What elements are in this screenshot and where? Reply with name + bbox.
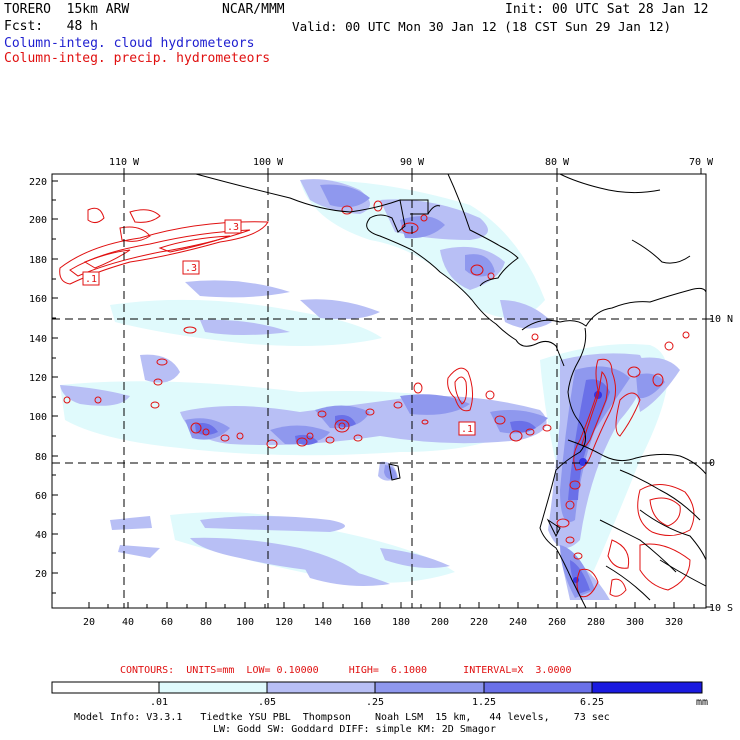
model-info-line2: LW: Godd SW: Goddard DIFF: simple KM: 2D… xyxy=(213,724,496,735)
x-tick: 80 xyxy=(200,617,212,628)
organization: NCAR/MMM xyxy=(222,2,285,17)
x-tick: 160 xyxy=(353,617,371,628)
map-frame xyxy=(51,173,707,609)
lat-label: 0 xyxy=(709,458,715,469)
x-tick: 260 xyxy=(548,617,566,628)
y-tick: 40 xyxy=(35,530,47,541)
lon-label: 80 W xyxy=(545,157,570,168)
x-tick-labels: 20 40 60 80 100 120 140 160 180 200 220 … xyxy=(83,617,683,628)
x-tick: 280 xyxy=(587,617,605,628)
x-tick: 320 xyxy=(665,617,683,628)
x-tick: 240 xyxy=(509,617,527,628)
lon-label: 70 W xyxy=(689,157,714,168)
contour-label: .1 xyxy=(85,274,97,285)
x-tick: 220 xyxy=(470,617,488,628)
x-tick: 200 xyxy=(431,617,449,628)
contour-labels: .3 .1 .3 .1 xyxy=(82,219,476,436)
y-tick-labels: 220 200 180 160 140 120 100 80 60 40 20 xyxy=(29,177,47,580)
field-title-precip: Column-integ. precip. hydrometeors xyxy=(4,51,271,66)
valid-time: Valid: 00 UTC Mon 30 Jan 12 (18 CST Sun … xyxy=(292,19,672,34)
lat-label: 10 N xyxy=(709,314,733,325)
x-tick: 20 xyxy=(83,617,95,628)
model-name: TORERO 15km ARW xyxy=(4,2,130,17)
y-tick: 180 xyxy=(29,255,47,266)
x-tick: 120 xyxy=(275,617,293,628)
y-tick: 160 xyxy=(29,294,47,305)
y-tick: 200 xyxy=(29,215,47,226)
x-tick: 40 xyxy=(122,617,134,628)
legend-level: .25 xyxy=(366,697,384,708)
longitude-labels: 110 W 100 W 90 W 80 W 70 W xyxy=(109,157,714,168)
cloud-hydrometeor-shading xyxy=(60,179,680,600)
legend-level: 6.25 xyxy=(580,697,604,708)
lon-label: 110 W xyxy=(109,157,140,168)
contour-label: .3 xyxy=(185,263,197,274)
x-tick: 140 xyxy=(314,617,332,628)
x-tick: 300 xyxy=(626,617,644,628)
precip-contours xyxy=(59,200,695,598)
y-tick: 140 xyxy=(29,334,47,345)
field-title-cloud: Column-integ. cloud hydrometeors xyxy=(4,36,255,51)
legend-level: .05 xyxy=(258,697,276,708)
y-tick: 80 xyxy=(35,452,47,463)
y-tick: 20 xyxy=(35,569,47,580)
y-tick: 100 xyxy=(29,412,47,423)
lon-label: 100 W xyxy=(253,157,284,168)
color-legend: .01 .05 .25 1.25 6.25 mm xyxy=(51,681,708,708)
contour-label: .1 xyxy=(461,424,473,435)
legend-level: .01 xyxy=(150,697,168,708)
contour-label: .3 xyxy=(227,222,239,233)
init-time: Init: 00 UTC Sat 28 Jan 12 xyxy=(505,2,709,17)
x-tick: 100 xyxy=(236,617,254,628)
lat-label: 10 S xyxy=(709,603,733,614)
x-tick: 180 xyxy=(392,617,410,628)
graticule xyxy=(52,174,706,608)
contours-info: CONTOURS: UNITS=mm LOW= 0.10000 HIGH= 6.… xyxy=(120,665,572,676)
legend-level: 1.25 xyxy=(472,697,496,708)
legend-units: mm xyxy=(696,697,708,708)
x-tick: 60 xyxy=(161,617,173,628)
model-info-line1: Model Info: V3.3.1 Tiedtke YSU PBL Thomp… xyxy=(74,712,610,723)
latitude-labels: 10 N 0 10 S xyxy=(709,314,733,614)
y-tick: 60 xyxy=(35,491,47,502)
axis-ticks xyxy=(52,168,712,608)
lon-label: 90 W xyxy=(400,157,425,168)
coastlines xyxy=(195,174,706,608)
forecast-hour: Fcst: 48 h xyxy=(4,19,98,34)
y-tick: 220 xyxy=(29,177,47,188)
y-tick: 120 xyxy=(29,373,47,384)
